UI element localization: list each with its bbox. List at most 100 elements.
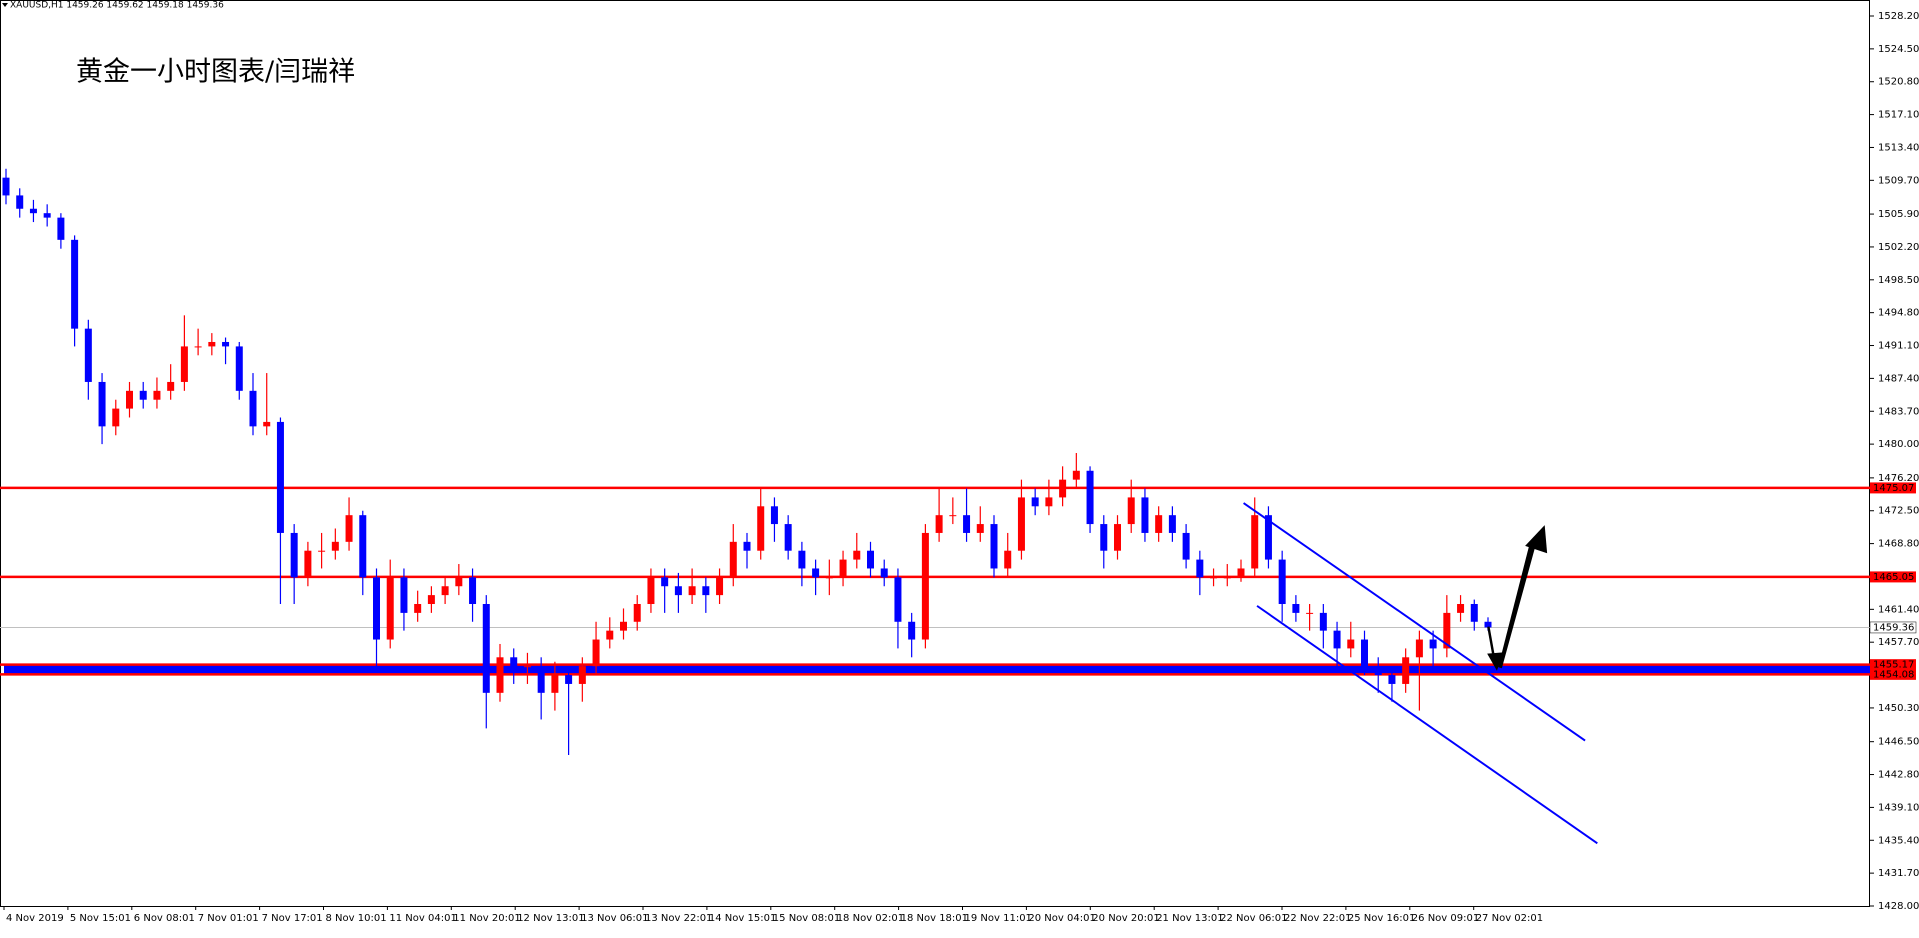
y-tick-label: 1461.40 [1878,604,1919,615]
level-label: 1454.08 [1873,669,1914,680]
arrow-up-shaft [1498,542,1537,669]
candle-body [1223,577,1231,579]
x-tick-label: 11 Nov 20:01 [453,913,520,924]
candle-body [565,675,573,684]
candle-body [661,577,669,587]
candle-body [222,341,230,347]
x-tick-label: 8 Nov 10:01 [326,913,387,924]
candle-body [304,550,312,578]
level-label-box [1870,482,1916,494]
candle-body [1306,612,1314,614]
y-tick-label: 1509.70 [1878,175,1919,186]
candle-body [1017,497,1025,551]
x-tick-label: 27 Nov 02:01 [1476,913,1543,924]
support-zone [4,664,1870,675]
y-tick-label: 1457.70 [1878,637,1919,648]
x-tick-label: 15 Nov 08:01 [773,913,840,924]
x-tick-label: 19 Nov 11:01 [965,913,1032,924]
y-tick-label: 1494.80 [1878,308,1919,319]
x-tick-label: 13 Nov 06:01 [581,913,648,924]
annotations [1243,502,1598,845]
candle-body [674,586,682,596]
y-tick-label: 1476.20 [1878,473,1919,484]
candle-body [290,532,298,578]
candle-body [1374,666,1382,676]
candle-body [523,666,531,668]
candle-body [606,630,614,640]
level-label: 1455.17 [1873,660,1914,671]
candle-body [620,621,627,631]
candle-body [57,217,65,240]
candle-body [1443,612,1451,649]
candle-body [208,341,216,347]
x-tick-label: 4 Nov 2019 [6,913,64,924]
candle-body [757,506,765,551]
candle-body [2,177,10,196]
candle-body [1045,497,1053,507]
y-tick-label: 1472.50 [1878,506,1919,517]
y-tick-label: 1442.80 [1878,770,1919,781]
x-tick-label: 14 Nov 15:01 [709,913,776,924]
x-tick-label: 25 Nov 16:01 [1348,913,1415,924]
x-tick-label: 26 Nov 09:01 [1412,913,1479,924]
candle-body [798,550,806,569]
candle-body [414,604,422,613]
candle-body [345,515,353,542]
candle-body [153,390,161,400]
candle-body [1319,612,1327,631]
candle-body [1127,497,1135,525]
y-tick-label: 1450.30 [1878,703,1919,714]
candle-body [43,213,51,218]
level-label-box [1869,621,1917,634]
y-tick-label: 1468.80 [1878,539,1919,550]
candle-body [1100,524,1108,551]
y-tick-label: 1431.70 [1878,868,1919,879]
price-axis: 1528.20 1524.50 1520.80 1517.10 1513.40 1509.… [1869,11,1919,912]
candle-body [784,524,792,551]
y-tick-label: 1435.40 [1878,835,1919,846]
level-label: 1465.05 [1873,572,1914,583]
x-tick-label: 22 Nov 06:01 [1220,913,1287,924]
candle-body [1264,515,1272,560]
level-label-box [1870,659,1916,671]
candle-body [276,421,284,533]
candle-body [1251,515,1259,569]
y-tick-label: 1498.50 [1878,275,1919,286]
y-tick-label: 1487.40 [1878,373,1919,384]
candle-body [496,657,504,693]
candle-body [949,515,957,517]
y-tick-label: 1517.10 [1878,110,1919,121]
candle-body [1182,532,1190,560]
plot-frame [0,0,1870,907]
candle-body [1237,568,1245,578]
candle-body [441,586,449,596]
level-label: 1459.36 [1873,622,1914,633]
candle-body [1155,515,1163,533]
candle-body [702,586,710,596]
candle-body [84,328,92,382]
candle-body [1333,630,1341,649]
candle-body [1470,604,1478,622]
candle-body [935,515,943,533]
candle-body [1361,639,1368,667]
candle-body [1292,604,1300,613]
candle-body [263,421,271,427]
y-tick-label: 1480.00 [1878,439,1919,450]
candle-body [963,515,971,533]
candle-body [688,586,696,596]
candle-body [331,541,339,551]
candle-body [235,346,243,391]
arrow-up-head [1525,525,1548,554]
candle-body [167,381,175,391]
candle-body [867,550,874,569]
candle-body [112,408,120,427]
candle-body [249,390,257,427]
candle-body [729,541,737,578]
candle-body [551,675,559,693]
candle-body [908,621,916,640]
candle-body [1457,604,1465,613]
candle-body [180,346,188,382]
candle-body [98,381,106,427]
candle-body [455,577,463,587]
candle-body [1484,621,1492,628]
